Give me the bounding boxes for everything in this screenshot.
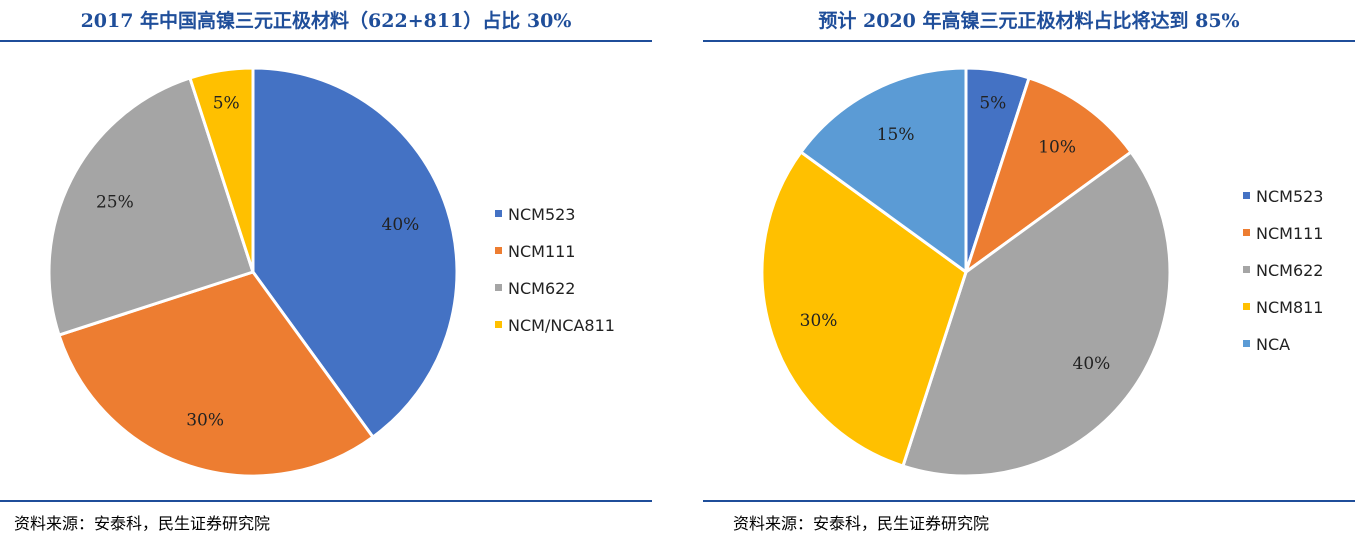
- data-label-ncm111: 10%: [1038, 138, 1076, 158]
- left-chart-title: 2017 年中国高镍三元正极材料（622+811）占比 30%: [80, 10, 572, 32]
- legend-label-ncm622: NCM622: [1256, 261, 1323, 280]
- pie-slice-ncm622: [47, 76, 255, 337]
- data-label-ncm111: 30%: [186, 410, 224, 430]
- legend-swatch-ncm523: [495, 210, 502, 217]
- legend-swatch-ncm-nca811: [495, 321, 502, 328]
- pie-slice-ncm622: [901, 150, 1172, 478]
- legend-label-ncm523: NCM523: [1256, 187, 1323, 206]
- right-title-rule: [703, 40, 1355, 42]
- left-chart-panel: 2017 年中国高镍三元正极材料（622+811）占比 30% 40% 30% 25…: [0, 0, 652, 540]
- left-source-text: 资料来源：安泰科，民生证券研究院: [14, 514, 271, 533]
- legend-label-ncm111: NCM111: [1256, 224, 1323, 243]
- pie-slice-nca: [799, 66, 968, 274]
- right-source-text: 资料来源：安泰科，民生证券研究院: [733, 514, 990, 533]
- left-title-rule: [0, 40, 652, 42]
- right-pie-chart: 5% 10% 40% 30% 15% NCM523 NCM111 NCM622 NCM811 NC…: [760, 66, 1323, 478]
- legend-label-ncm-nca811: NCM/NCA811: [508, 316, 615, 335]
- legend-label-nca: NCA: [1256, 335, 1290, 354]
- pie-slice-ncm-nca811: [188, 66, 255, 274]
- left-source-rule: [0, 500, 652, 502]
- pie-slice-ncm811: [760, 150, 968, 468]
- legend-swatch-ncm622: [495, 284, 502, 291]
- left-pie-chart: 40% 30% 25% 5% NCM523 NCM111 NCM622 NCM/NCA811: [47, 66, 615, 478]
- data-label-ncm622: 25%: [96, 193, 134, 213]
- legend-label-ncm811: NCM811: [1256, 298, 1323, 317]
- legend-swatch-nca: [1243, 340, 1250, 347]
- pie-slice-ncm111: [57, 270, 375, 478]
- data-label-ncm622: 40%: [1073, 354, 1111, 374]
- pie-slice-ncm111: [964, 76, 1133, 274]
- legend-label-ncm622: NCM622: [508, 279, 575, 298]
- legend-label-ncm523: NCM523: [508, 205, 575, 224]
- data-label-nca: 15%: [877, 125, 915, 145]
- data-label-ncm523: 40%: [382, 215, 420, 235]
- legend-swatch-ncm111: [495, 247, 502, 254]
- data-label-ncm811: 30%: [800, 311, 838, 331]
- right-chart-title: 预计 2020 年高镍三元正极材料占比将达到 85%: [818, 10, 1240, 32]
- legend-swatch-ncm811: [1243, 303, 1250, 310]
- right-source-rule: [703, 500, 1355, 502]
- pie-slice-ncm523: [251, 66, 459, 439]
- legend-label-ncm111: NCM111: [508, 242, 575, 261]
- right-chart-panel: 预计 2020 年高镍三元正极材料占比将达到 85% 5% 10% 40% 30% 15…: [703, 0, 1355, 540]
- data-label-ncm-nca811: 5%: [213, 94, 240, 114]
- legend-swatch-ncm523: [1243, 192, 1250, 199]
- data-label-ncm523: 5%: [979, 94, 1006, 114]
- legend-swatch-ncm111: [1243, 229, 1250, 236]
- legend-swatch-ncm622: [1243, 266, 1250, 273]
